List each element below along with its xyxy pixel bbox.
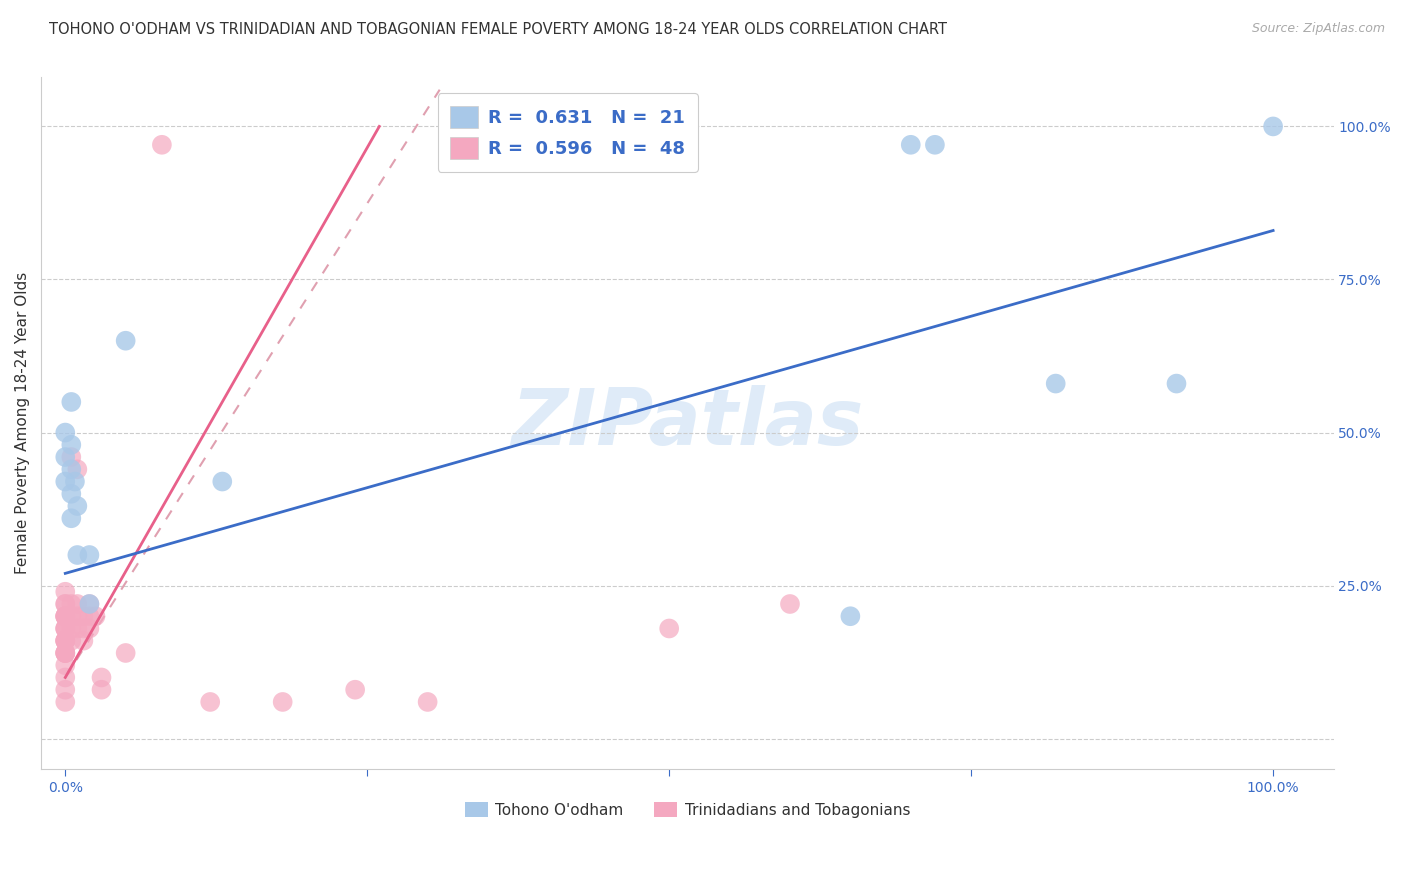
Point [72,633,94,648]
Point [271,695,294,709]
Point [79,597,101,611]
Point [60,597,83,611]
Point [53,658,76,673]
Point [114,646,136,660]
Text: TOHONO O'ODHAM VS TRINIDADIAN AND TOBAGONIAN FEMALE POVERTY AMONG 18-24 YEAR OLD: TOHONO O'ODHAM VS TRINIDADIAN AND TOBAGO… [49,22,948,37]
Point [60,622,83,636]
Point [924,137,946,152]
Point [72,622,94,636]
Point [90,682,112,697]
Point [79,597,101,611]
Point [53,597,76,611]
Point [53,622,76,636]
Point [658,622,681,636]
Point [53,609,76,624]
Point [416,695,439,709]
Point [60,450,83,464]
Point [1166,376,1188,391]
Point [779,597,801,611]
Point [66,548,89,562]
Point [79,609,101,624]
Point [63,475,86,489]
Legend: Tohono O'odham, Trinidadians and Tobagonians: Tohono O'odham, Trinidadians and Tobagon… [458,796,917,824]
Point [211,475,233,489]
Point [79,548,101,562]
Point [53,633,76,648]
Point [114,334,136,348]
Point [60,395,83,409]
Point [53,646,76,660]
Point [72,609,94,624]
Point [53,609,76,624]
Point [60,487,83,501]
Point [900,137,922,152]
Point [53,633,76,648]
Point [60,511,83,525]
Point [60,633,83,648]
Point [53,633,76,648]
Point [90,670,112,684]
Point [839,609,862,624]
Point [344,682,367,697]
Point [53,609,76,624]
Point [1261,120,1284,134]
Point [53,646,76,660]
Point [200,695,222,709]
Point [150,137,173,152]
Point [53,425,76,440]
Point [60,609,83,624]
Point [1045,376,1067,391]
Point [66,622,89,636]
Text: Source: ZipAtlas.com: Source: ZipAtlas.com [1251,22,1385,36]
Point [53,584,76,599]
Point [53,597,76,611]
Point [53,670,76,684]
Y-axis label: Female Poverty Among 18-24 Year Olds: Female Poverty Among 18-24 Year Olds [15,272,30,574]
Point [84,609,107,624]
Point [53,450,76,464]
Text: ZIPatlas: ZIPatlas [512,385,863,461]
Point [53,609,76,624]
Point [53,695,76,709]
Point [79,622,101,636]
Point [66,462,89,476]
Point [66,499,89,513]
Point [60,438,83,452]
Point [53,633,76,648]
Point [66,597,89,611]
Point [53,622,76,636]
Point [53,475,76,489]
Point [66,609,89,624]
Point [53,682,76,697]
Point [53,646,76,660]
Point [53,622,76,636]
Point [60,462,83,476]
Point [53,646,76,660]
